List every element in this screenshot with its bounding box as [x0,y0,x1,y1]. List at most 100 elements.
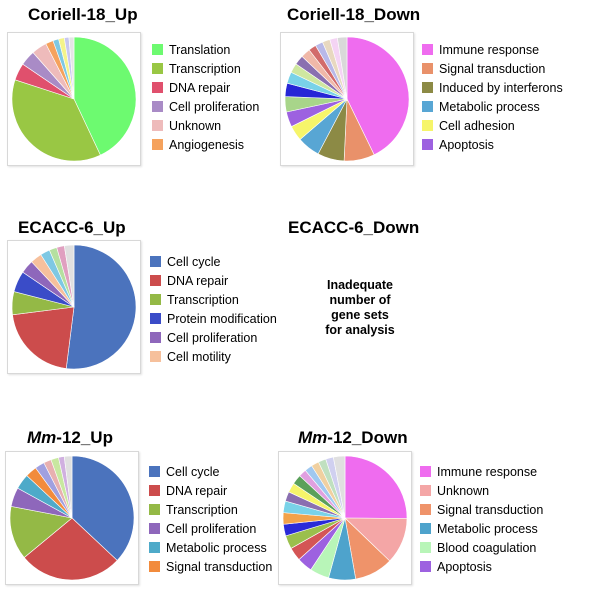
legend: Translation Transcription DNA repair Cell p… [152,40,259,154]
message-line: for analysis [325,323,395,337]
legend: Cell cycle DNA repair Transcription Cell pr… [149,462,272,576]
legend-item: Transcription [149,500,272,519]
legend-item: Immune response [422,40,563,59]
legend-swatch [149,523,160,534]
legend-swatch [422,101,433,112]
legend-swatch [150,256,161,267]
legend: Immune response Signal transduction Induce… [422,40,563,154]
legend-swatch [152,101,163,112]
legend-label: Apoptosis [437,559,492,574]
legend-item: Metabolic process [422,97,563,116]
pie-box [280,32,414,166]
legend-label: Immune response [437,464,538,479]
legend-label: Immune response [439,42,540,57]
chart-title: Mm-12_Up [27,428,113,448]
pie-slice [71,455,135,561]
legend-swatch [149,542,160,553]
legend-item: Protein modification [150,309,277,328]
legend-item: Blood coagulation [420,538,543,557]
legend-label: Transcription [167,292,239,307]
chart-title: Coriell-18_Up [28,5,138,24]
legend-item: Cell motility [150,347,277,366]
legend-label: Translation [169,42,231,57]
legend-swatch [152,44,163,55]
legend-swatch [149,466,160,477]
legend-item: Immune response [420,462,543,481]
legend-label: Metabolic process [439,99,540,114]
legend-item: Signal transduction [149,557,272,576]
legend-item: Cell cycle [150,252,277,271]
chart-title-rest: -12_Down [327,428,408,447]
legend-label: Metabolic process [437,521,538,536]
legend-swatch [422,44,433,55]
legend-swatch [422,82,433,93]
legend-item: Metabolic process [420,519,543,538]
legend-item: Transcription [152,59,259,78]
pie-slice [11,79,101,162]
legend-label: Cell proliferation [167,330,258,345]
legend-label: DNA repair [166,483,228,498]
legend-label: Angiogenesis [169,137,245,152]
pie-box [278,451,412,585]
legend-label: Signal transduction [166,559,273,574]
legend-item: Cell cycle [149,462,272,481]
pie-slice [63,455,73,519]
legend-swatch [150,275,161,286]
legend-item: DNA repair [152,78,259,97]
legend-item: Metabolic process [149,538,272,557]
legend-label: Transcription [166,502,238,517]
message-line: gene sets [331,308,389,322]
pie-box [7,240,141,374]
legend-swatch [150,351,161,362]
legend-item: Transcription [150,290,277,309]
legend-item: Cell proliferation [152,97,259,116]
legend-label: Metabolic process [166,540,267,555]
legend-label: Unknown [169,118,222,133]
legend-label: DNA repair [169,80,231,95]
chart-title: Mm-12_Down [298,428,408,448]
legend-item: Angiogenesis [152,135,259,154]
pie-slice [68,36,75,100]
legend-item: Cell proliferation [149,519,272,538]
legend-swatch [149,561,160,572]
legend-label: Signal transduction [437,502,544,517]
legend-label: Cell cycle [166,464,220,479]
legend-swatch [150,332,161,343]
legend-swatch [420,523,431,534]
pie-slice [9,506,73,558]
legend-item: Signal transduction [422,59,563,78]
chart-title-italic: Mm [27,428,57,447]
pie-slice [12,306,75,369]
legend-swatch [150,313,161,324]
legend-swatch [152,139,163,150]
legend-item: Translation [152,40,259,59]
legend-item: Unknown [152,116,259,135]
legend: Cell cycle DNA repair Transcription Protein… [150,252,277,366]
legend-swatch [152,120,163,131]
legend-item: Induced by interferons [422,78,563,97]
legend-label: Cell adhesion [439,118,515,133]
legend-swatch [152,82,163,93]
legend-item: Apoptosis [420,557,543,576]
legend-label: Transcription [169,61,241,76]
legend-item: DNA repair [150,271,277,290]
pie-slice [63,244,75,308]
legend-item: Cell proliferation [150,328,277,347]
pie-slice [73,36,137,156]
legend-label: Protein modification [167,311,277,326]
legend-swatch [420,466,431,477]
legend-item: Signal transduction [420,500,543,519]
legend-label: Cell cycle [167,254,221,269]
legend-swatch [420,561,431,572]
legend-swatch [420,504,431,515]
legend-swatch [422,139,433,150]
legend-label: Induced by interferons [439,80,563,95]
legend-swatch [420,485,431,496]
legend-label: Signal transduction [439,61,546,76]
pie-slice [346,36,410,156]
legend-swatch [152,63,163,74]
chart-title-rest: -12_Up [56,428,113,447]
legend-label: Apoptosis [439,137,494,152]
message-line: number of [329,293,391,307]
legend-swatch [150,294,161,305]
